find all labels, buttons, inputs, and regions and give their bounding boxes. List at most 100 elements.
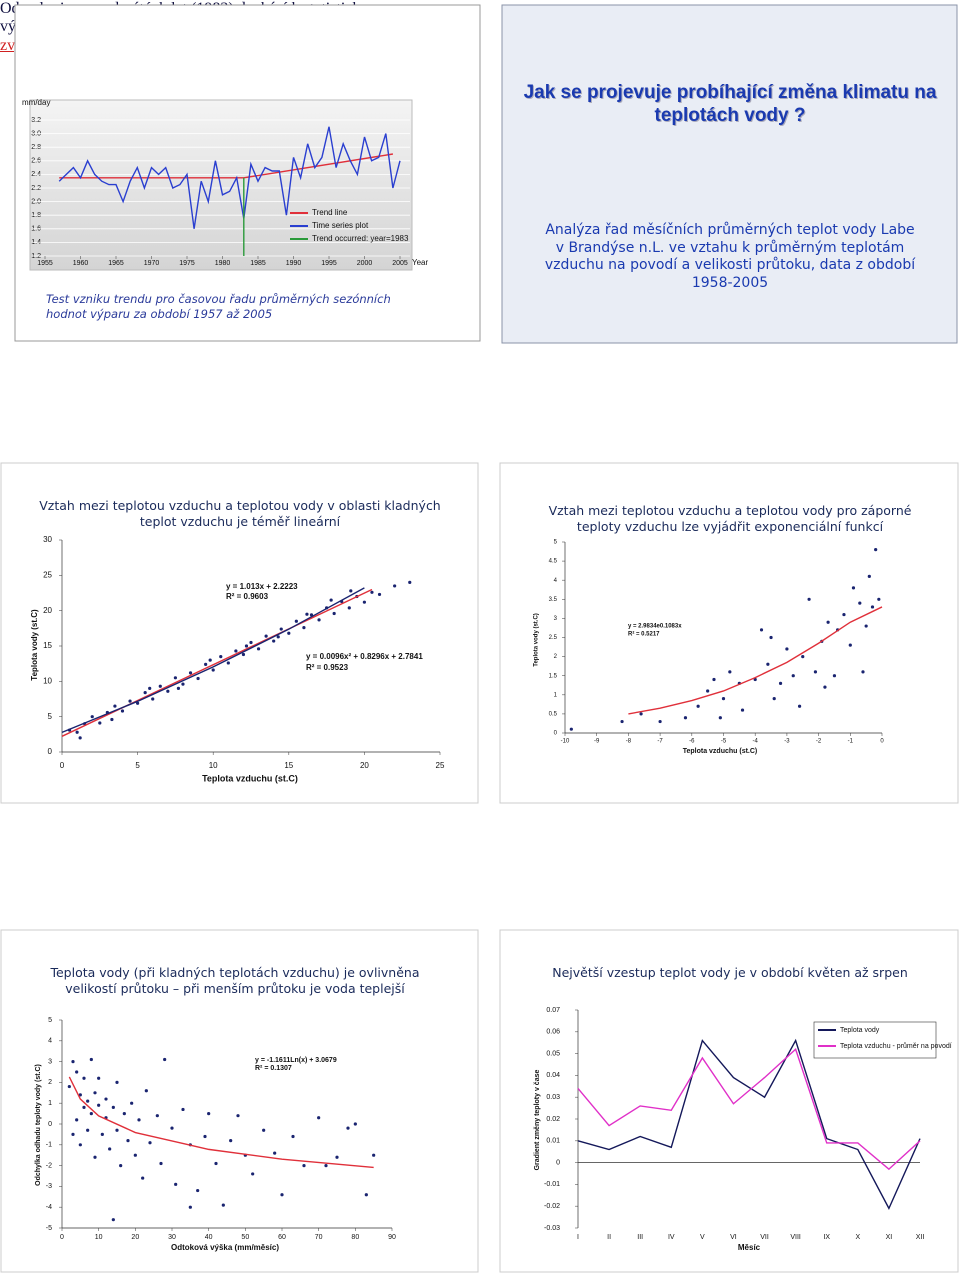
- y-tick-label: 0.05: [546, 1050, 560, 1057]
- y-tick-label: -0.02: [544, 1203, 560, 1210]
- data-point: [353, 1122, 357, 1126]
- data-point: [797, 704, 802, 708]
- slide-frame: [501, 4, 958, 344]
- slide-frame: [0, 929, 479, 1273]
- x-tick-label: -1: [848, 739, 854, 745]
- data-point: [832, 674, 837, 678]
- x-tick-label: 20: [131, 1234, 139, 1241]
- data-point: [111, 1218, 115, 1222]
- data-point: [82, 1076, 86, 1080]
- legend-label: Teplota vody: [840, 1027, 880, 1034]
- x-axis-label: Odtoková výška (mm/měsíc): [171, 1243, 279, 1252]
- data-point: [861, 670, 865, 674]
- data-point: [174, 1182, 178, 1186]
- y-tick-label: 0.01: [546, 1138, 560, 1145]
- x-tick-label: IV: [668, 1234, 675, 1241]
- y-tick-label: 0.03: [546, 1094, 560, 1101]
- x-tick-label: -6: [689, 739, 695, 745]
- legend-label: Trend occurred: year=1983: [312, 234, 409, 243]
- y-tick-label: -5: [46, 1225, 52, 1232]
- data-point: [291, 1134, 295, 1139]
- data-point: [696, 704, 700, 708]
- data-point: [219, 655, 223, 659]
- data-point: [272, 639, 276, 643]
- y-tick-label: 5: [48, 1017, 52, 1024]
- data-point: [97, 1103, 101, 1107]
- y-tick-label: 4: [554, 578, 558, 584]
- y-tick-label: 2.5: [549, 635, 558, 641]
- data-point: [639, 712, 643, 716]
- data-point: [163, 1057, 167, 1062]
- x-tick-label: 0: [60, 761, 65, 770]
- x-tick-label: IX: [823, 1234, 830, 1241]
- x-tick-label: 90: [388, 1234, 396, 1241]
- data-point: [759, 628, 764, 632]
- y-tick-label: 0.07: [546, 1007, 560, 1014]
- x-tick-label: II: [607, 1234, 611, 1241]
- y-tick-label: 0: [556, 1159, 560, 1166]
- data-point: [807, 597, 811, 601]
- data-point: [335, 1155, 339, 1159]
- data-point: [712, 677, 716, 682]
- caption: Test vzniku trendu pro časovou řadu prům…: [46, 292, 391, 321]
- y-tick-label: 0: [48, 1121, 52, 1128]
- data-point: [90, 715, 94, 719]
- y-axis-label: mm/day: [22, 98, 50, 107]
- x-tick-label: -10: [561, 739, 570, 745]
- data-point: [98, 721, 102, 725]
- x-tick-label: 1970: [144, 260, 160, 267]
- y-tick-label: -2: [46, 1162, 52, 1169]
- x-axis-label: Teplota vzduchu (st.C): [202, 773, 298, 783]
- data-point: [287, 631, 291, 635]
- data-point: [176, 686, 181, 691]
- data-point: [144, 1089, 148, 1093]
- y-tick-label: 0.06: [546, 1029, 560, 1036]
- data-point: [170, 1126, 174, 1130]
- legend-label: Time series plot: [312, 221, 369, 230]
- y-tick-label: 0.04: [546, 1072, 560, 1079]
- data-point: [120, 709, 125, 713]
- data-point: [753, 677, 757, 682]
- y-axis-label: Odchylka odhadu teploty vody (st.C): [35, 1064, 42, 1186]
- data-point: [89, 1112, 93, 1116]
- series-line: [577, 1047, 921, 1171]
- data-point: [858, 601, 862, 605]
- x-tick-label: VI: [730, 1234, 737, 1241]
- data-point: [155, 1114, 159, 1118]
- data-point: [251, 1172, 255, 1176]
- y-tick-label: 0: [554, 731, 558, 737]
- y-tick-label: -3: [46, 1183, 52, 1190]
- x-tick-label: 1960: [73, 260, 89, 267]
- y-axis-label: Gradient změny teploty v čase: [534, 1070, 541, 1171]
- data-point: [208, 658, 212, 662]
- series-line: [61, 587, 365, 734]
- data-point: [620, 719, 624, 724]
- y-tick-label: 2: [48, 1079, 52, 1086]
- data-point: [273, 1151, 277, 1155]
- x-tick-label: -2: [816, 739, 822, 745]
- series-line: [577, 1038, 921, 1210]
- data-point: [864, 624, 868, 628]
- x-tick-label: 25: [436, 761, 445, 770]
- data-point: [71, 1060, 75, 1064]
- data-point: [151, 697, 155, 701]
- slide-frame: [499, 462, 959, 804]
- data-point: [740, 708, 745, 712]
- data-point: [181, 682, 185, 686]
- data-point: [130, 1101, 134, 1105]
- data-point: [280, 1193, 284, 1197]
- y-tick-label: 10: [43, 676, 52, 685]
- data-point: [851, 586, 856, 590]
- data-point: [137, 1118, 141, 1122]
- data-point: [71, 1132, 75, 1136]
- x-tick-label: -8: [626, 739, 632, 745]
- data-point: [104, 1097, 108, 1101]
- y-tick-label: 20: [43, 606, 52, 615]
- data-point: [111, 1105, 115, 1109]
- annotation: y = 2.9834e0.1083x: [628, 624, 682, 630]
- y-tick-label: -0.03: [544, 1225, 560, 1232]
- annotation: R² = 0.9603: [226, 592, 269, 601]
- data-point: [148, 686, 152, 691]
